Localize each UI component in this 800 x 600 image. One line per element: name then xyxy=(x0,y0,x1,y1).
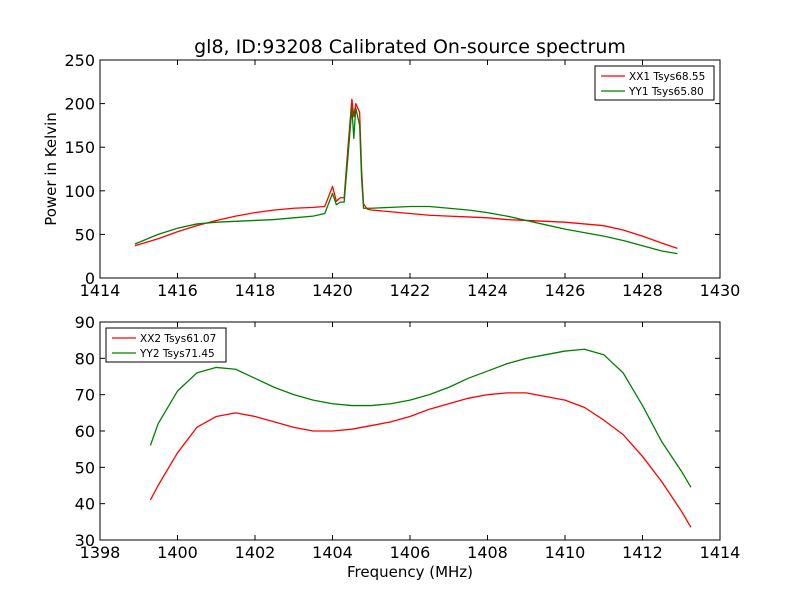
y-tick-label: 40 xyxy=(75,495,95,514)
series-line-1 xyxy=(149,392,692,528)
y-tick-label: 150 xyxy=(64,138,95,157)
x-tick-label: 1406 xyxy=(390,543,431,562)
x-tick-label: 1400 xyxy=(157,543,198,562)
y-axis-label: Power in Kelvin xyxy=(42,112,60,226)
x-tick-label: 1412 xyxy=(622,543,663,562)
legend: XX1 Tsys68.55 YY1 Tsys65.80 xyxy=(594,65,715,101)
x-tick-label: 1420 xyxy=(312,281,353,300)
y-tick-label: 80 xyxy=(75,349,95,368)
spectrum-plot-bottom: 1398 1400 1402 1404 1406 1408 1410 1412 1414 30 40… xyxy=(75,313,741,562)
x-tick-label: 1414 xyxy=(80,281,121,300)
y-tick-label: 200 xyxy=(64,95,95,114)
legend-entry: YY1 Tsys65.80 xyxy=(628,86,704,98)
x-tick-label: 1428 xyxy=(622,281,663,300)
y-tick-label: 100 xyxy=(64,182,95,201)
x-tick-label: 1416 xyxy=(157,281,198,300)
y-tick-label: 30 xyxy=(75,531,95,550)
y-tick-label: 50 xyxy=(75,458,95,477)
x-tick-label: 1402 xyxy=(235,543,276,562)
x-tick-label: 1422 xyxy=(390,281,431,300)
x-axis-label: Frequency (MHz) xyxy=(347,563,473,581)
x-tick-label: 1398 xyxy=(80,543,121,562)
legend-entry: YY2 Tsys71.45 xyxy=(139,348,215,360)
x-tick-label: 1418 xyxy=(235,281,276,300)
series-line-2 xyxy=(134,107,678,255)
y-tick-label: 250 xyxy=(64,51,95,70)
series-line-2 xyxy=(149,348,692,488)
y-tick-label: 90 xyxy=(75,313,95,332)
x-tick-label: 1414 xyxy=(700,543,741,562)
legend-entry: XX2 Tsys61.07 xyxy=(140,333,216,345)
x-tick-label: 1424 xyxy=(467,281,508,300)
x-tick-label: 1410 xyxy=(545,543,586,562)
y-tick-label: 50 xyxy=(75,225,95,244)
spectrum-plot-top: 1414 1416 1418 1420 1422 1424 1426 1428 1430 0 50 1… xyxy=(64,51,740,300)
legend-box xyxy=(594,65,715,101)
y-tick-label: 0 xyxy=(85,269,95,288)
chart-title: gl8, ID:93208 Calibrated On-source spect… xyxy=(194,36,626,58)
x-tick-label: 1404 xyxy=(312,543,353,562)
legend-box xyxy=(105,327,227,363)
legend-entry: XX1 Tsys68.55 xyxy=(629,71,705,83)
legend: XX2 Tsys61.07 YY2 Tsys71.45 xyxy=(105,327,227,363)
x-tick-label: 1426 xyxy=(545,281,586,300)
x-tick-label: 1430 xyxy=(700,281,741,300)
x-tick-label: 1408 xyxy=(467,543,508,562)
y-tick-label: 70 xyxy=(75,386,95,405)
y-tick-label: 60 xyxy=(75,422,95,441)
